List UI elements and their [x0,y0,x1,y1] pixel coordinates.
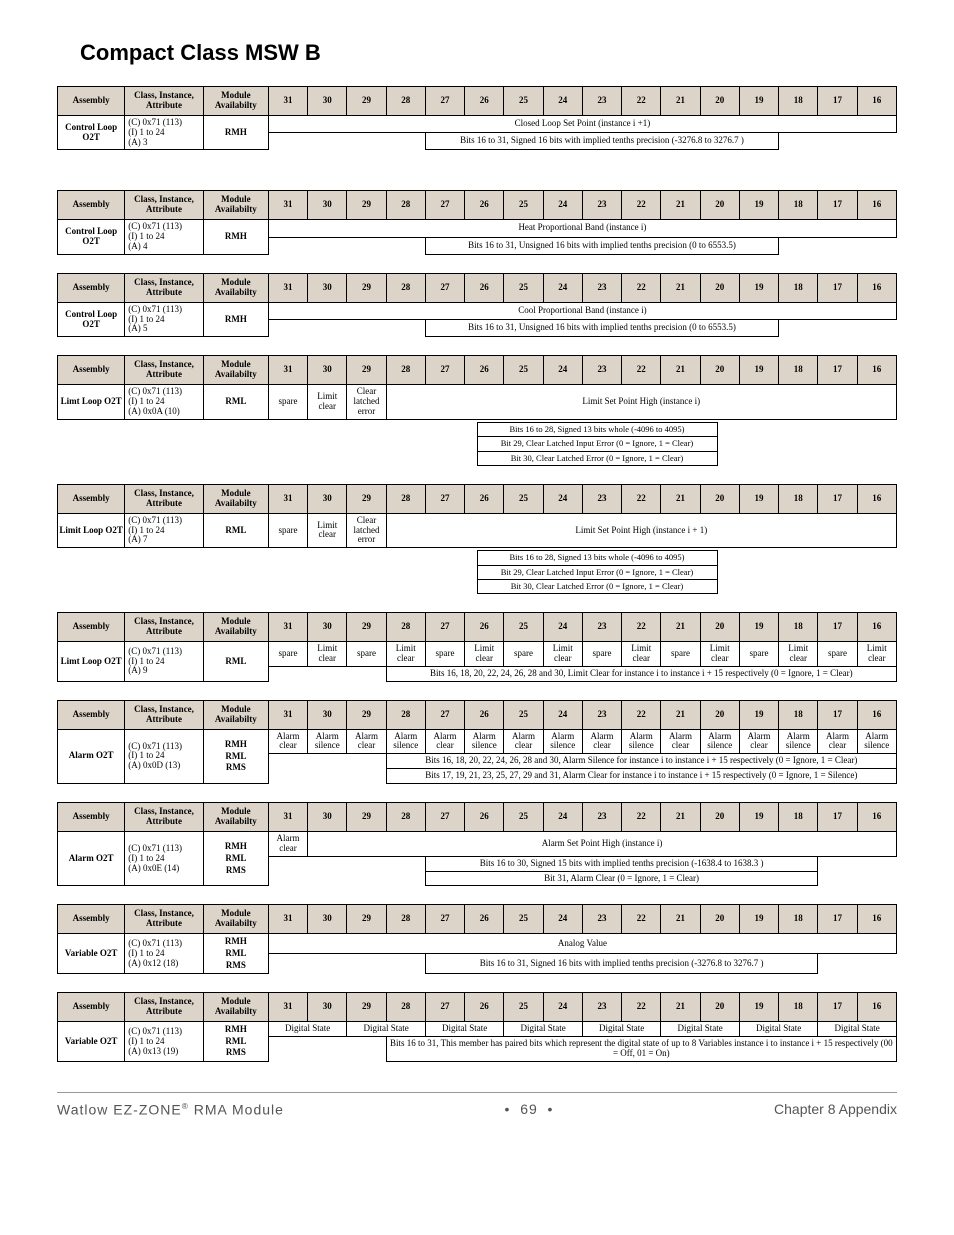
footer-mid: • 69 • [505,1101,554,1118]
table-block-8: AssemblyClass, Instance, AttributeModule… [57,802,897,886]
table-row: Control Loop O2T (C) 0x71 (113)(I) 1 to … [58,115,897,132]
footer-right: Chapter 8 Appendix [774,1101,897,1118]
col-assembly: Assembly [58,87,125,116]
cell-cia: (C) 0x71 (113)(I) 1 to 24(A) 3 [125,115,204,150]
page-footer: Watlow EZ-ZONE® RMA Module • 69 • Chapte… [57,1092,897,1118]
footer-left: Watlow EZ-ZONE® RMA Module [57,1101,284,1118]
table-block-5: AssemblyClass, Instance, AttributeModule… [57,484,897,594]
cell-note: Bits 16 to 31, Signed 16 bits with impli… [425,133,778,150]
table-block-6: AssemblyClass, Instance, AttributeModule… [57,612,897,681]
cell-mod: RMH [203,115,268,150]
table-block-3: AssemblyClass, Instance, AttributeModule… [57,273,897,337]
table-block-4: AssemblyClass, Instance, AttributeModule… [57,355,897,465]
table-block-10: AssemblyClass, Instance, AttributeModule… [57,992,897,1062]
cell-assembly: Control Loop O2T [58,115,125,150]
col-mod: Module Availabilty [203,87,268,116]
col-cia: Class, Instance, Attribute [125,87,204,116]
table-block-7: AssemblyClass, Instance, AttributeModule… [57,700,897,784]
page-title: Compact Class MSW B [80,40,924,66]
table-block-2: AssemblyClass, Instance, AttributeModule… [57,190,897,254]
table-block-1: Assembly Class, Instance, Attribute Modu… [57,86,897,150]
table-header-row: Assembly Class, Instance, Attribute Modu… [58,87,897,116]
cell-span: Closed Loop Set Point (instance i +1) [268,115,896,132]
table-block-9: AssemblyClass, Instance, AttributeModule… [57,904,897,974]
